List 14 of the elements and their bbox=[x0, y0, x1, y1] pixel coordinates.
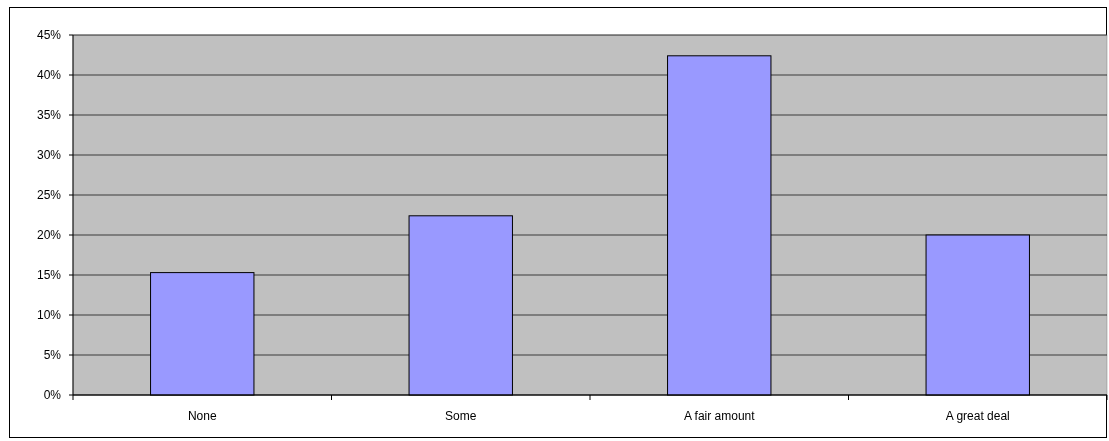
x-tick-label: Some bbox=[445, 409, 477, 423]
y-tick-label: 35% bbox=[36, 108, 62, 123]
x-tick-label: A great deal bbox=[945, 409, 1010, 423]
y-tick-label: 10% bbox=[36, 308, 62, 323]
y-tick-label: 20% bbox=[36, 228, 62, 243]
y-tick-label: 0% bbox=[43, 388, 62, 403]
y-tick-label: 5% bbox=[43, 348, 62, 363]
y-tick-label: 30% bbox=[36, 148, 62, 163]
x-tick-label: None bbox=[187, 409, 217, 423]
y-tick-label: 40% bbox=[36, 68, 62, 83]
x-tick-label: A fair amount bbox=[683, 409, 756, 423]
y-tick-label: 45% bbox=[36, 28, 62, 43]
y-tick-label: 15% bbox=[36, 268, 62, 283]
y-tick-label: 25% bbox=[36, 188, 62, 203]
